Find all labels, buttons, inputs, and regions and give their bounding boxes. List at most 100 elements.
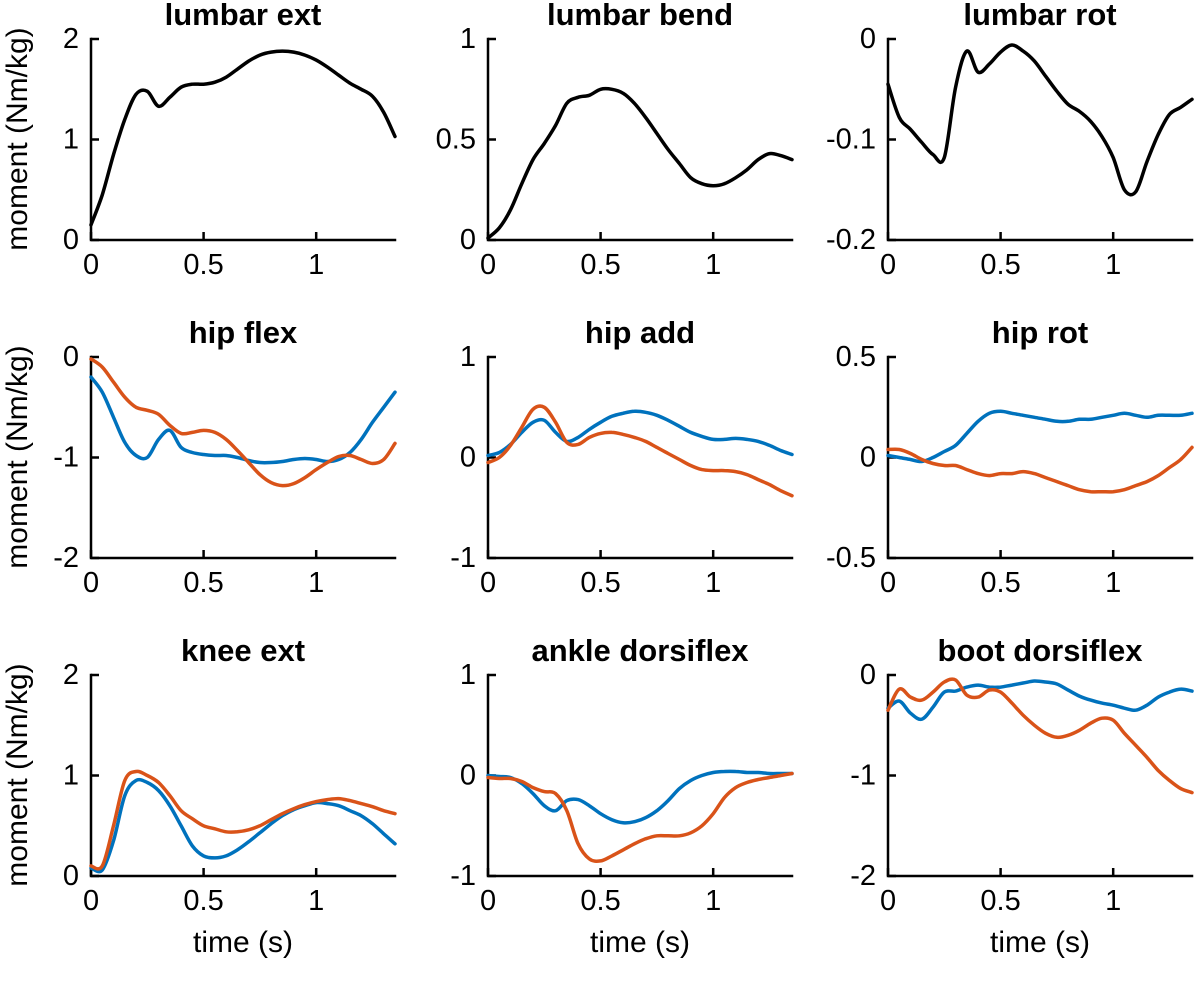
x-tick-label: 1 xyxy=(308,567,324,599)
x-tick-label: 1 xyxy=(1105,885,1121,917)
x-tick-label: 1 xyxy=(308,249,324,281)
y-tick-label: -0.2 xyxy=(826,224,876,256)
x-tick-label: 1 xyxy=(1105,567,1121,599)
series-line-blue xyxy=(886,679,1194,722)
y-axis-label: moment (Nm/kg) xyxy=(1,345,34,569)
x-tick-label: 0 xyxy=(880,885,896,917)
y-tick-label: 1 xyxy=(460,23,476,55)
y-tick-label: 0.5 xyxy=(436,124,476,156)
plot-area: 0 0.5 1 -0.2 -0.1 0 xyxy=(826,23,1194,281)
series-line-blue xyxy=(89,777,397,874)
y-tick-label: 2 xyxy=(63,23,79,55)
chart-title: lumbar ext xyxy=(164,0,322,32)
x-tick-label: 1 xyxy=(705,885,721,917)
y-tick-label: 0 xyxy=(860,659,876,691)
y-tick-label: -0.5 xyxy=(826,542,876,574)
plot-area: 0 0.5 1-0.500.5 xyxy=(826,341,1194,599)
plot-area: 0 0.5 1 0 0.5 1 xyxy=(436,23,794,281)
y-tick-label: 0 xyxy=(860,23,876,55)
y-tick-label: 0 xyxy=(63,341,79,373)
chart-title: hip rot xyxy=(991,315,1089,350)
x-tick-label: 0 xyxy=(83,249,99,281)
series-line-orange xyxy=(886,445,1194,494)
x-tick-label: 0.5 xyxy=(183,567,223,599)
plot-area: 0 0.5 1 0 1 2 xyxy=(63,659,397,917)
plot-area: 0 0.5 1-101 xyxy=(450,659,794,917)
axis-lines xyxy=(486,355,794,560)
x-axis-label: time (s) xyxy=(193,926,293,959)
y-tick-label: 0 xyxy=(460,224,476,256)
y-tick-label: -2 xyxy=(850,860,876,892)
plot-area: 0 0.5 1 -2 -1 0 xyxy=(53,341,397,599)
y-tick-label: 2 xyxy=(63,659,79,691)
series-line-black xyxy=(886,43,1194,197)
y-tick-label: 0 xyxy=(860,442,876,474)
subplot-lumbar-bend: lumbar bend 0 0.5 1 0 0.5 1 xyxy=(436,0,794,281)
y-tick-label: -0.1 xyxy=(826,124,876,156)
y-tick-label: 1 xyxy=(460,341,476,373)
y-tick-label: 0 xyxy=(460,442,476,474)
x-tick-label: 0.5 xyxy=(580,885,620,917)
x-tick-label: 0 xyxy=(480,249,496,281)
x-tick-label: 1 xyxy=(705,567,721,599)
x-tick-label: 0.5 xyxy=(580,249,620,281)
x-tick-label: 0.5 xyxy=(980,567,1020,599)
x-tick-label: 0.5 xyxy=(980,885,1020,917)
series-line-blue xyxy=(486,409,794,458)
y-tick-label: 0.5 xyxy=(836,341,876,373)
y-tick-label: 0 xyxy=(63,224,79,256)
y-tick-label: 0 xyxy=(63,860,79,892)
x-tick-label: 0.5 xyxy=(980,249,1020,281)
subplot-lumbar-rot: lumbar rot 0 0.5 1 -0.2 -0.1 0 xyxy=(826,0,1194,281)
y-tick-label: -1 xyxy=(53,442,79,474)
subplot-hip-flex: hip flex moment (Nm/kg) 0 0.5 1 -2 -1 0 xyxy=(1,315,397,599)
x-axis-label: time (s) xyxy=(990,926,1090,959)
x-axis-label: time (s) xyxy=(590,926,690,959)
x-tick-label: 1 xyxy=(308,885,324,917)
subplot-ankle-dorsiflex: ankle dorsiflex time (s) 0 0.5 1 -1 0 1 xyxy=(450,633,794,959)
x-tick-label: 0 xyxy=(880,567,896,599)
chart-title: boot dorsiflex xyxy=(937,633,1143,668)
y-tick-label: -1 xyxy=(450,860,476,892)
x-tick-label: 0.5 xyxy=(183,249,223,281)
series-line-orange xyxy=(486,404,794,498)
subplot-hip-add: hip add 0 0.5 1 -1 0 1 xyxy=(450,315,794,599)
plot-area: 0 0.5 1 -2 -1 0 xyxy=(850,659,1194,917)
x-tick-label: 0 xyxy=(880,249,896,281)
axis-lines xyxy=(486,673,794,878)
series-line-blue xyxy=(89,375,397,465)
subplot-hip-rot: hip rot 0 0.5 1 -0.5 0 0.5 xyxy=(826,315,1194,599)
axis-lines xyxy=(486,37,794,242)
x-tick-label: 0 xyxy=(480,567,496,599)
y-tick-label: -1 xyxy=(450,542,476,574)
y-tick-label: -1 xyxy=(850,760,876,792)
subplot-knee-ext: knee ext moment (Nm/kg) time (s) 0 0.5 1 0 1… xyxy=(1,633,397,959)
y-axis-label: moment (Nm/kg) xyxy=(1,663,34,887)
y-tick-label: 1 xyxy=(460,659,476,691)
chart-title: ankle dorsiflex xyxy=(531,633,749,668)
plot-area: 0 0.5 1 0 1 2 xyxy=(63,23,397,281)
chart-title: lumbar bend xyxy=(546,0,733,32)
series-line-orange xyxy=(886,677,1194,795)
x-tick-label: 0 xyxy=(83,885,99,917)
series-line-orange xyxy=(89,769,397,871)
series-line-blue xyxy=(886,409,1194,464)
x-tick-label: 0 xyxy=(83,567,99,599)
subplot-boot-dorsiflex: boot dorsiflex time (s) 0 0.5 1 -2 -1 0 xyxy=(850,633,1194,959)
subplot-lumbar-ext: lumbar ext moment (Nm/kg) 0 0.5 1 0 1 2 xyxy=(1,0,397,281)
series-line-black xyxy=(89,49,397,227)
x-tick-label: 0 xyxy=(480,885,496,917)
plot-area: 0 0.5 1-101 xyxy=(450,341,794,599)
y-tick-label: 1 xyxy=(63,760,79,792)
chart-title: lumbar rot xyxy=(963,0,1117,32)
series-line-orange xyxy=(89,357,397,488)
chart-title: knee ext xyxy=(180,633,306,668)
axis-lines xyxy=(89,37,397,242)
series-line-black xyxy=(486,86,794,240)
y-tick-label: -2 xyxy=(53,542,79,574)
x-tick-label: 0.5 xyxy=(183,885,223,917)
series-line-orange xyxy=(486,771,794,864)
y-tick-label: 0 xyxy=(460,760,476,792)
x-tick-label: 1 xyxy=(1105,249,1121,281)
